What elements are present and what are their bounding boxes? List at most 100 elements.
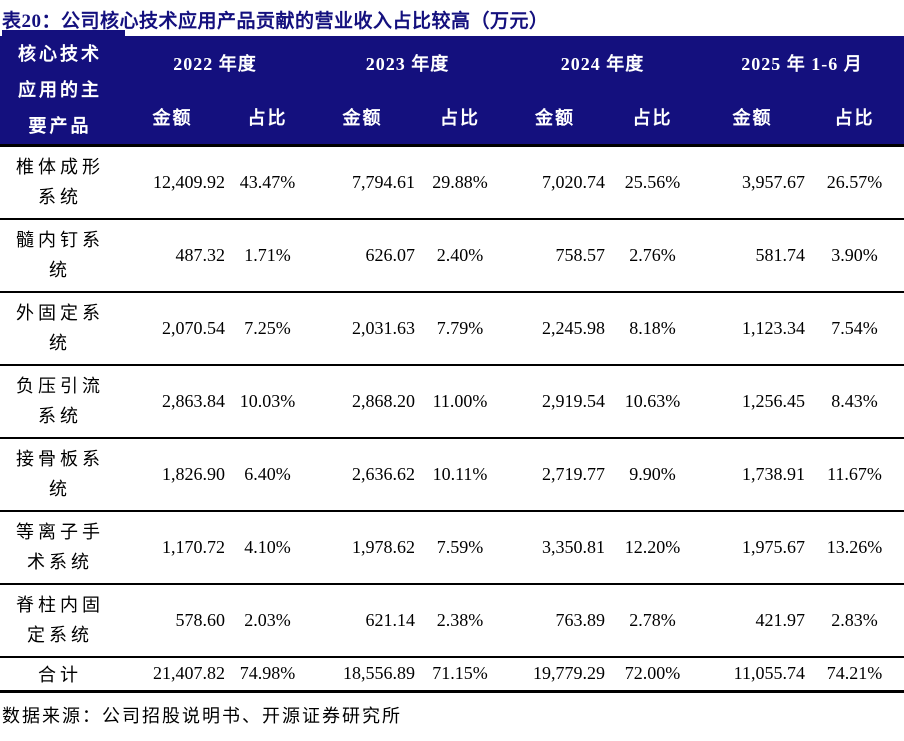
amount-cell: 3,350.81 <box>542 536 605 557</box>
product-name: 等离子手 术系统 <box>16 522 104 572</box>
amount-cell: 2,919.54 <box>542 390 605 411</box>
total-row: 合计 21,407.82 74.98% 18,556.89 71.15% 19,… <box>0 657 904 692</box>
product-name: 髓内钉系 统 <box>16 230 104 280</box>
col-header-product: 核心技术 应用的主 要产品 <box>0 36 120 146</box>
share-cell: 10.11% <box>432 463 488 484</box>
product-name: 负压引流 系统 <box>16 376 104 426</box>
share-cell: 9.90% <box>629 463 676 484</box>
share-cell: 8.18% <box>629 317 676 338</box>
amount-cell: 487.32 <box>175 244 226 265</box>
share-cell: 7.54% <box>831 317 878 338</box>
total-label: 合计 <box>38 664 82 685</box>
amount-cell: 19,779.29 <box>533 663 605 684</box>
subheader-amount-2024: 金额 <box>505 89 605 146</box>
share-cell: 72.00% <box>624 663 681 684</box>
amount-cell: 3,957.67 <box>742 171 805 192</box>
subheader-share-2024: 占比 <box>605 89 700 146</box>
table-row: 等离子手 术系统 1,170.72 4.10% 1,978.62 7.59% 3… <box>0 511 904 584</box>
table-body: 椎体成形 系统 12,409.92 43.47% 7,794.61 29.88%… <box>0 146 904 692</box>
subheader-share-2022: 占比 <box>225 89 310 146</box>
table-row: 髓内钉系 统 487.32 1.71% 626.07 2.40% 758.57 … <box>0 219 904 292</box>
product-name: 脊柱内固 定系统 <box>16 595 104 645</box>
table-row: 外固定系 统 2,070.54 7.25% 2,031.63 7.79% 2,2… <box>0 292 904 365</box>
amount-cell: 2,636.62 <box>352 463 415 484</box>
table-row: 接骨板系 统 1,826.90 6.40% 2,636.62 10.11% 2,… <box>0 438 904 511</box>
share-cell: 74.98% <box>239 663 296 684</box>
amount-cell: 1,170.72 <box>162 536 225 557</box>
amount-cell: 1,826.90 <box>162 463 225 484</box>
subheader-share-2025h1: 占比 <box>805 89 904 146</box>
amount-cell: 2,245.98 <box>542 317 605 338</box>
amount-cell: 2,070.54 <box>162 317 225 338</box>
share-cell: 43.47% <box>239 171 296 192</box>
amount-cell: 2,863.84 <box>162 390 225 411</box>
revenue-table: 核心技术 应用的主 要产品 2022 年度 2023 年度 2024 年度 20… <box>0 36 904 693</box>
amount-cell: 1,738.91 <box>742 463 805 484</box>
amount-cell: 1,256.45 <box>742 390 805 411</box>
amount-cell: 578.60 <box>175 609 226 630</box>
col-header-2025h1: 2025 年 1-6 月 <box>700 36 904 90</box>
table-row: 椎体成形 系统 12,409.92 43.47% 7,794.61 29.88%… <box>0 146 904 219</box>
amount-cell: 7,020.74 <box>542 171 605 192</box>
share-cell: 13.26% <box>826 536 883 557</box>
subheader-share-2023: 占比 <box>415 89 505 146</box>
amount-cell: 2,868.20 <box>352 390 415 411</box>
amount-cell: 763.89 <box>555 609 606 630</box>
subheader-amount-2023: 金额 <box>310 89 415 146</box>
amount-cell: 2,719.77 <box>542 463 605 484</box>
title-underline-tab <box>2 30 125 36</box>
amount-cell: 21,407.82 <box>153 663 225 684</box>
share-cell: 7.79% <box>436 317 484 338</box>
share-cell: 7.25% <box>244 317 291 338</box>
share-cell: 10.03% <box>239 390 296 411</box>
amount-cell: 1,978.62 <box>352 536 415 557</box>
amount-cell: 421.97 <box>755 609 806 630</box>
share-cell: 25.56% <box>624 171 681 192</box>
data-source-note: 数据来源：公司招股说明书、开源证券研究所 <box>2 706 402 726</box>
header-row-periods: 核心技术 应用的主 要产品 2022 年度 2023 年度 2024 年度 20… <box>0 36 904 146</box>
product-name: 外固定系 统 <box>16 303 104 353</box>
product-name: 椎体成形 系统 <box>16 157 104 208</box>
share-cell: 7.59% <box>436 536 484 557</box>
table-title: 表20：公司核心技术应用产品贡献的营业收入占比较高（万元） <box>2 11 549 32</box>
share-cell: 11.00% <box>432 390 488 411</box>
amount-cell: 7,794.61 <box>352 171 415 192</box>
share-cell: 8.43% <box>831 390 878 411</box>
share-cell: 2.78% <box>629 609 676 630</box>
share-cell: 1.71% <box>244 244 291 265</box>
amount-cell: 621.14 <box>365 609 416 630</box>
share-cell: 11.67% <box>827 463 882 484</box>
amount-cell: 12,409.92 <box>153 171 225 192</box>
share-cell: 2.40% <box>436 244 484 265</box>
product-header-line: 核心技术 <box>18 44 102 64</box>
table-header: 核心技术 应用的主 要产品 2022 年度 2023 年度 2024 年度 20… <box>0 36 904 146</box>
share-cell: 2.83% <box>831 609 878 630</box>
subheader-amount-2022: 金额 <box>120 89 225 146</box>
share-cell: 3.90% <box>831 244 878 265</box>
col-header-2022: 2022 年度 <box>120 36 310 90</box>
share-cell: 2.38% <box>436 609 484 630</box>
header-row-measures: 金额 占比 金额 占比 金额 占比 金额 占比 <box>0 89 904 146</box>
table-row: 负压引流 系统 2,863.84 10.03% 2,868.20 11.00% … <box>0 365 904 438</box>
amount-cell: 2,031.63 <box>352 317 415 338</box>
share-cell: 12.20% <box>624 536 681 557</box>
amount-cell: 11,055.74 <box>733 663 805 684</box>
share-cell: 2.03% <box>244 609 291 630</box>
amount-cell: 1,975.67 <box>742 536 805 557</box>
share-cell: 71.15% <box>432 663 488 684</box>
share-cell: 74.21% <box>826 663 883 684</box>
product-header-line: 要产品 <box>28 116 92 136</box>
col-header-2024: 2024 年度 <box>505 36 700 90</box>
share-cell: 4.10% <box>244 536 291 557</box>
table-row: 脊柱内固 定系统 578.60 2.03% 621.14 2.38% 763.8… <box>0 584 904 657</box>
amount-cell: 758.57 <box>555 244 606 265</box>
share-cell: 10.63% <box>624 390 681 411</box>
amount-cell: 1,123.34 <box>742 317 805 338</box>
share-cell: 26.57% <box>826 171 883 192</box>
product-name: 接骨板系 统 <box>16 449 104 499</box>
share-cell: 29.88% <box>432 171 488 192</box>
subheader-amount-2025h1: 金额 <box>700 89 805 146</box>
product-header-line: 应用的主 <box>18 80 102 100</box>
amount-cell: 581.74 <box>755 244 806 265</box>
